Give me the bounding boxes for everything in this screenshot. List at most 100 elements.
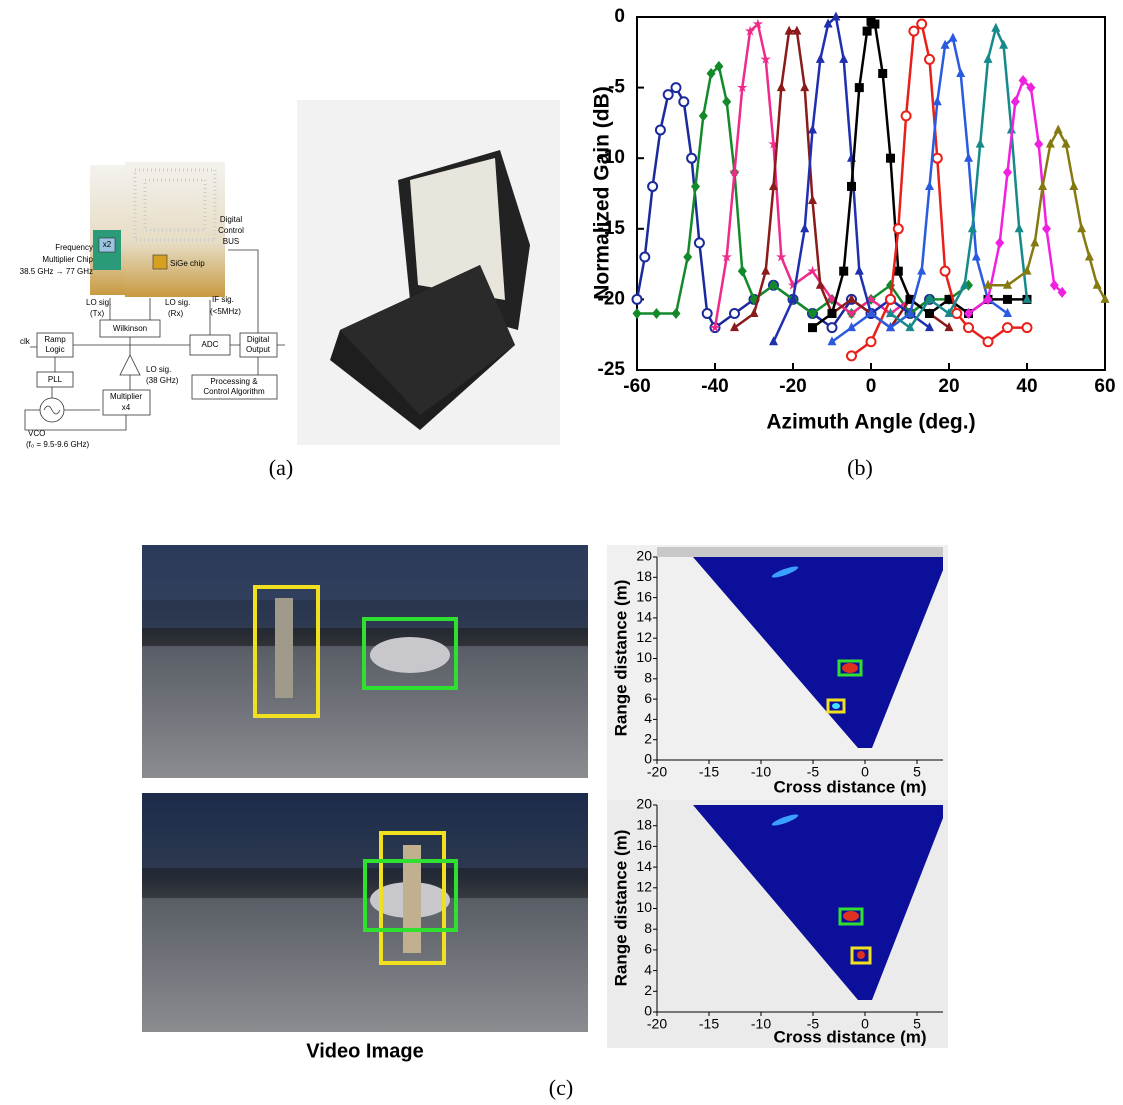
marker: [862, 26, 872, 36]
marker: [905, 294, 915, 304]
label: PLL: [48, 375, 63, 384]
y-tick-label: 0: [644, 751, 652, 767]
radar-header: [657, 547, 943, 557]
label: SiGe chip: [170, 259, 205, 268]
x-axis-label: Azimuth Angle (deg.): [766, 411, 975, 434]
x-tick-label: -10: [751, 1015, 771, 1031]
marker: [892, 223, 904, 235]
label: Processing &: [210, 377, 258, 386]
marker: [768, 138, 779, 149]
marker: [776, 251, 787, 262]
marker: [983, 53, 993, 63]
pedestrian: [403, 845, 421, 953]
y-tick-label: 12: [636, 629, 652, 645]
caption: (a): [269, 455, 293, 480]
marker: [737, 265, 747, 277]
marker: [1061, 138, 1071, 148]
y-tick-label: 8: [644, 920, 652, 936]
label: (f₀ = 9.5-9.6 GHz): [26, 440, 89, 449]
reflection: [843, 911, 859, 921]
marker: [1022, 265, 1032, 275]
marker: [1022, 293, 1032, 303]
x-tick-label: -5: [807, 763, 820, 779]
marker: [893, 266, 903, 276]
radar-field: [693, 557, 943, 748]
marker: [808, 323, 817, 333]
marker: [932, 96, 942, 106]
y-tick-label: 2: [644, 982, 652, 998]
y-tick-label: 6: [644, 690, 652, 706]
marker: [1003, 294, 1012, 304]
reflection: [842, 663, 858, 673]
marker: [800, 223, 810, 233]
x-tick-label: -10: [751, 763, 771, 779]
marker: [693, 237, 705, 249]
marker: [925, 309, 934, 319]
block: [239, 332, 278, 358]
reflection: [771, 814, 799, 826]
detection-box: [363, 859, 458, 932]
x-tick-label: -20: [779, 376, 806, 397]
marker: [709, 322, 721, 333]
antenna-board: [410, 158, 505, 300]
marker: [1030, 237, 1040, 247]
marker: [706, 67, 716, 79]
marker: [1021, 322, 1033, 334]
marker: [866, 308, 876, 318]
marker: [808, 308, 817, 320]
module-photo: [297, 100, 560, 445]
detection-box: [379, 831, 446, 965]
label: (38 GHz): [146, 376, 179, 385]
marker: [631, 293, 643, 305]
y-tick-label: -15: [598, 218, 626, 239]
marker: [729, 308, 740, 320]
marker: [800, 82, 810, 92]
y-tick-label: 0: [614, 6, 625, 27]
y-tick-label: 4: [644, 961, 652, 977]
marker: [1026, 82, 1036, 94]
block: [191, 374, 278, 400]
marker: [925, 293, 934, 303]
marker: [827, 309, 837, 319]
label: Multiplier: [110, 392, 142, 401]
label: (<5MHz): [210, 307, 241, 316]
marker: [807, 265, 818, 276]
label: x4: [122, 403, 131, 412]
marker: [964, 308, 973, 320]
marker: [917, 265, 927, 275]
marker: [924, 53, 935, 65]
marker: [982, 336, 994, 348]
marker: [662, 89, 674, 101]
detection-box: [826, 698, 846, 714]
y-tick-label: 4: [644, 710, 652, 726]
marker: [787, 279, 799, 290]
x-tick-label: 0: [861, 763, 869, 779]
y-tick-label: 2: [644, 730, 652, 746]
y-tick-label: 8: [644, 670, 652, 686]
y-tick-label: -25: [598, 359, 626, 380]
marker: [698, 110, 708, 122]
marker: [886, 153, 895, 163]
label: LO sig.: [146, 365, 171, 374]
marker: [808, 124, 817, 134]
marker: [847, 322, 856, 332]
marker: [1049, 279, 1059, 291]
marker: [769, 336, 778, 346]
x-tick-label: -5: [807, 1015, 820, 1031]
x-tick-label: 5: [913, 1015, 921, 1031]
y-axis-label: Normalized Gain (dB): [591, 86, 614, 300]
marker: [916, 18, 928, 30]
label: VCO: [28, 429, 45, 438]
label: (Tx): [90, 309, 105, 318]
marker: [1014, 223, 1024, 233]
marker: [808, 195, 817, 205]
wires: [24, 249, 285, 431]
panel-a: x2 Frequency Multiplier Chip 38.5 GHz → …: [20, 162, 293, 480]
marker: [948, 32, 958, 42]
marker: [886, 322, 895, 332]
marker: [730, 322, 739, 332]
antenna-grid: [133, 168, 217, 242]
marker: [769, 180, 778, 190]
label: Output: [246, 345, 271, 354]
marker: [1003, 166, 1012, 178]
